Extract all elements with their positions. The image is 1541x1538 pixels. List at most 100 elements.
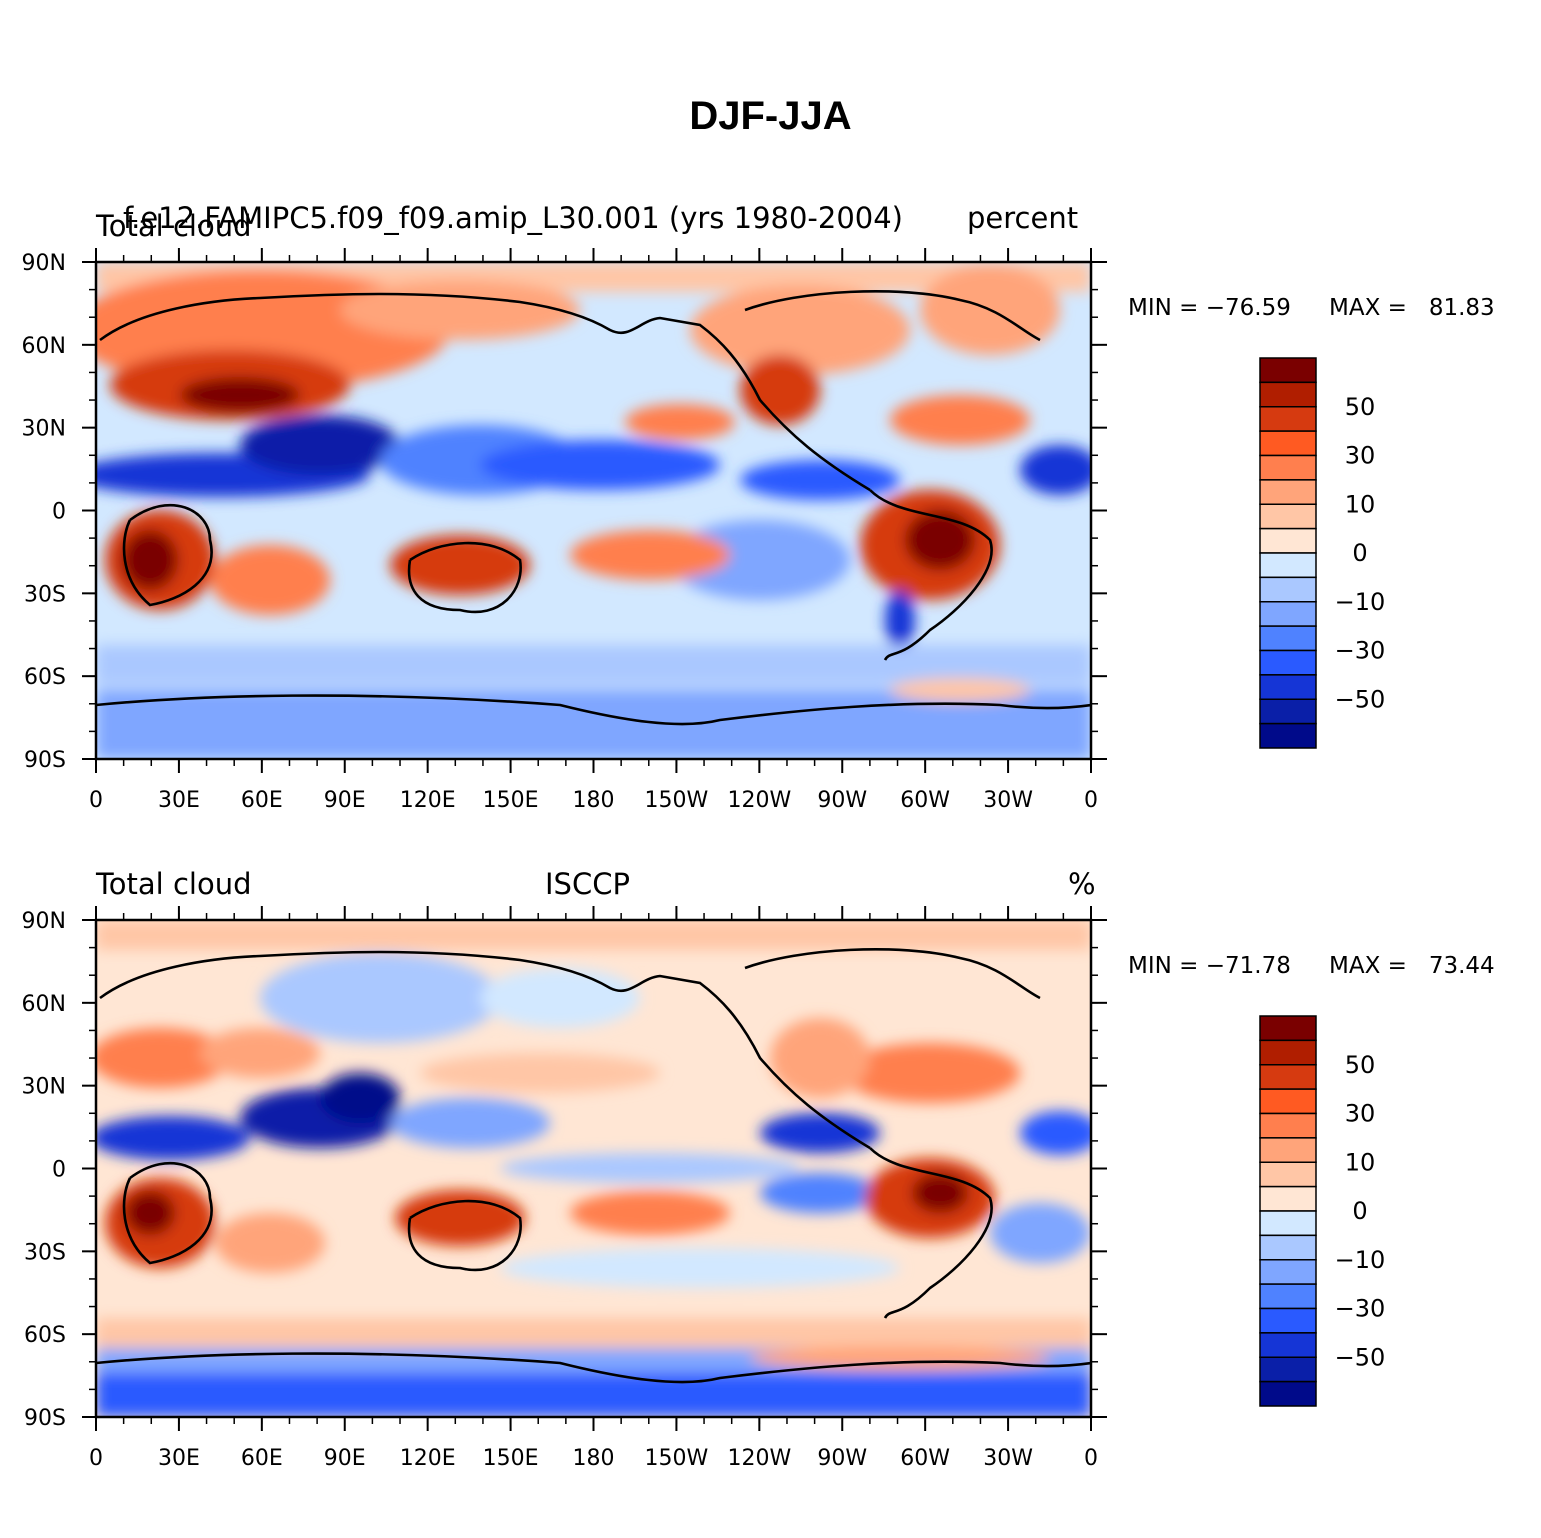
lon-label: 120E <box>400 788 456 813</box>
panel-1-center-title: f.e12.FAMIPC5.f09_f09.amip_L30.001 (yrs … <box>123 201 903 235</box>
colorbar-swatch <box>1259 406 1317 432</box>
colorbar-swatch <box>1259 1332 1317 1358</box>
colorbar-label: −30 <box>1335 1295 1386 1323</box>
lon-label: 0 <box>89 788 103 813</box>
colorbar-label: 50 <box>1345 1051 1376 1079</box>
map-1-svg: 0 30E 60E 90E 120E 150E 180 150W 120W 90W 60W 30W 09… <box>22 248 1107 813</box>
colorbar-swatch <box>1259 1210 1317 1237</box>
lon-label: 60W <box>900 788 950 813</box>
colorbar-label: 0 <box>1352 539 1367 567</box>
lon-label: 30W <box>983 788 1033 813</box>
lat-label: 30S <box>24 1240 66 1265</box>
lat-label: 90N <box>22 909 66 934</box>
colorbar-swatch <box>1259 674 1317 700</box>
lon-label: 0 <box>1084 788 1098 813</box>
lon-label: 90E <box>324 788 366 813</box>
lon-label: 60W <box>900 1446 950 1471</box>
colorbar-swatch <box>1259 1064 1317 1090</box>
panel-2-right-title: % <box>1068 867 1096 901</box>
lon-label: 150E <box>483 1446 539 1471</box>
lat-label: 90N <box>22 251 66 276</box>
lon-label: 30W <box>983 1446 1033 1471</box>
lon-label: 90W <box>817 1446 867 1471</box>
lat-label: 30S <box>24 582 66 607</box>
panel-1-min-value: MIN = −76.59 <box>1128 295 1291 321</box>
panel-1-max-value: MAX = 81.83 <box>1329 295 1495 321</box>
colorbar-label: −10 <box>1335 588 1386 616</box>
colorbar-2: 50 30 10 0 −10 −30 −50 <box>1259 1015 1386 1407</box>
panel-2-center-title: ISCCP <box>545 867 630 901</box>
lon-label: 0 <box>1084 1446 1098 1471</box>
colorbar-swatch <box>1259 1137 1317 1163</box>
colorbar-swatch <box>1259 1161 1317 1188</box>
lon-label: 120W <box>727 1446 791 1471</box>
lat-label: 30N <box>22 417 66 442</box>
panel-2-left-title: Total cloud <box>96 867 252 901</box>
map-panel-2: 0 30E 60E 90E 120E 150E 180 150W 120W 90W 60W 30W 0 9… <box>0 848 1541 1508</box>
colorbar-swatch <box>1259 552 1317 579</box>
map-2-ticks: 0 30E 60E 90E 120E 150E 180 150W 120W 90W 60W 30W 09… <box>22 906 1107 1471</box>
colorbar-label: −50 <box>1335 685 1386 713</box>
lon-label: 150W <box>645 788 709 813</box>
colorbar-swatch <box>1259 698 1317 725</box>
colorbar-swatch <box>1259 1356 1317 1383</box>
lat-label: 30N <box>22 1075 66 1100</box>
lat-label: 0 <box>52 1158 66 1183</box>
colorbar-swatch <box>1259 649 1317 676</box>
panel-1-right-title: percent <box>967 201 1079 235</box>
colorbar-swatch <box>1259 430 1317 457</box>
lat-label: 0 <box>52 500 66 525</box>
colorbar-label: −30 <box>1335 637 1386 665</box>
panel-2-min-value: MIN = −71.78 <box>1128 953 1291 979</box>
colorbar-label: 50 <box>1345 393 1376 421</box>
lon-label: 180 <box>573 1446 615 1471</box>
lat-label: 60S <box>24 665 66 690</box>
colorbar-swatch <box>1259 1015 1317 1042</box>
map-1-field <box>96 262 1091 759</box>
map-panel-1: 0 30E 60E 90E 120E 150E 180 150W 120W 90W 60W 30W 0 9… <box>0 190 1541 850</box>
colorbar-swatch <box>1259 454 1317 481</box>
colorbar-label: 30 <box>1345 1100 1376 1128</box>
colorbar-swatch <box>1259 527 1317 554</box>
lon-label: 60E <box>241 788 283 813</box>
map-2-field <box>96 920 1091 1417</box>
panel-1-left-title: Total cloud <box>96 209 252 243</box>
lat-label: 60S <box>24 1323 66 1348</box>
map-2-svg: 0 30E 60E 90E 120E 150E 180 150W 120W 90W 60W 30W 09… <box>22 906 1107 1471</box>
colorbar-label: −10 <box>1335 1246 1386 1274</box>
colorbar-label: −50 <box>1335 1343 1386 1371</box>
lon-label: 90W <box>817 788 867 813</box>
colorbar-swatch <box>1259 1307 1317 1334</box>
lat-label: 60N <box>22 992 66 1017</box>
colorbar-swatch <box>1259 722 1317 749</box>
colorbar-swatch <box>1259 1039 1317 1066</box>
lon-label: 180 <box>573 788 615 813</box>
colorbar-1: 50 30 10 0 −10 −30 −50 <box>1259 357 1386 749</box>
colorbar-swatch <box>1259 1380 1317 1407</box>
colorbar-label: 10 <box>1345 1148 1376 1176</box>
colorbar-swatch <box>1259 1112 1317 1139</box>
page-title: DJF-JJA <box>689 94 852 138</box>
colorbar-swatch <box>1259 1283 1317 1310</box>
colorbar-swatch <box>1259 1234 1317 1261</box>
colorbar-swatch <box>1259 625 1317 652</box>
lon-label: 90E <box>324 1446 366 1471</box>
colorbar-swatch <box>1259 1088 1317 1115</box>
colorbar-swatch <box>1259 601 1317 627</box>
colorbar-swatch <box>1259 576 1317 603</box>
colorbar-swatch <box>1259 1185 1317 1212</box>
lon-label: 120E <box>400 1446 456 1471</box>
panel-2-max-value: MAX = 73.44 <box>1329 953 1495 979</box>
lon-label: 30E <box>158 788 200 813</box>
lat-label: 60N <box>22 334 66 359</box>
colorbar-label: 30 <box>1345 442 1376 470</box>
lon-label: 150W <box>645 1446 709 1471</box>
lat-label: 90S <box>24 748 66 773</box>
colorbar-label: 10 <box>1345 490 1376 518</box>
colorbar-swatch <box>1259 503 1317 530</box>
colorbar-swatch <box>1259 1259 1317 1285</box>
colorbar-swatch <box>1259 479 1317 505</box>
lon-label: 120W <box>727 788 791 813</box>
lon-label: 0 <box>89 1446 103 1471</box>
lon-label: 30E <box>158 1446 200 1471</box>
